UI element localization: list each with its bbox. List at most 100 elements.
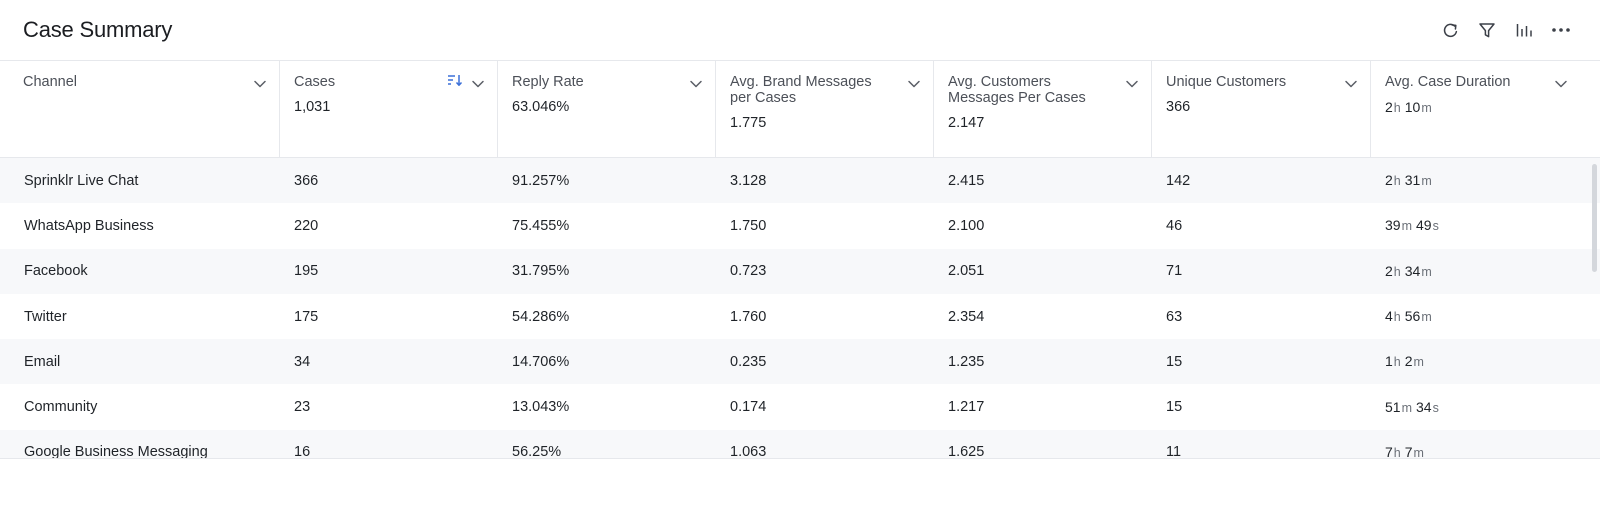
cell-avg-case-duration: 39m 49s (1371, 217, 1580, 234)
chart-bars-icon (1516, 24, 1532, 37)
table-row[interactable]: Email 34 14.706% 0.235 1.235 15 1h 2m (0, 339, 1600, 385)
case-summary-table: Channel Cases 1,031 Reply Rate 63.046% Avg. B… (0, 61, 1600, 459)
filter-icon (1479, 22, 1495, 37)
duration-value: 39 (1385, 217, 1401, 234)
refresh-button[interactable] (1439, 16, 1461, 44)
duration-value: 34 (1416, 398, 1432, 415)
cell-unique-customers: 63 (1166, 308, 1183, 325)
column-header-avg-case-duration[interactable]: Avg. Case Duration 2h 10m (1371, 61, 1580, 158)
duration-value: 49 (1416, 217, 1432, 234)
column-header-reply-rate[interactable]: Reply Rate 63.046% (498, 61, 716, 158)
duration-unit: h (1393, 101, 1401, 115)
sort-descending-icon[interactable] (447, 74, 463, 87)
cell-unique-customers: 15 (1166, 399, 1183, 416)
duration-value: 1 (1385, 353, 1393, 370)
cell-avg-customer-messages: 2.051 (948, 263, 985, 280)
cell-reply-rate: 75.455% (512, 217, 570, 234)
column-header-unique-customers[interactable]: Unique Customers 366 (1152, 61, 1371, 158)
column-label: Channel (23, 74, 78, 90)
duration-unit: m (1421, 174, 1432, 189)
cell-cases: 175 (294, 308, 319, 325)
cell-cases: 34 (294, 353, 311, 370)
cell-reply-rate: 13.043% (512, 399, 570, 416)
cell-avg-brand-messages: 0.723 (730, 263, 767, 280)
duration-value: 4 (1385, 308, 1393, 325)
cell-unique-customers: 11 (1166, 444, 1182, 458)
duration-unit: m (1421, 264, 1432, 279)
duration-unit: m (1413, 445, 1424, 458)
duration-value: 2 (1385, 99, 1393, 115)
column-label: Unique Customers (1166, 74, 1287, 90)
cell-reply-rate: 91.257% (512, 172, 570, 189)
column-header-avg-brand-messages[interactable]: Avg. Brand Messages per Cases 1.775 (716, 61, 934, 158)
cell-avg-customer-messages: 1.235 (948, 353, 985, 370)
chevron-down-icon[interactable] (907, 76, 921, 88)
cell-avg-customer-messages: 2.354 (948, 308, 985, 325)
cell-avg-customer-messages: 2.100 (948, 217, 985, 234)
duration-unit: h (1393, 445, 1401, 458)
table-row[interactable]: Twitter 175 54.286% 1.760 2.354 63 4h 56m (0, 294, 1600, 339)
cell-channel: Community (24, 399, 98, 416)
chevron-down-icon[interactable] (1125, 76, 1139, 88)
column-label: Avg. Customers Messages Per Cases (948, 74, 1086, 106)
duration-unit: s (1432, 400, 1439, 415)
duration-unit: m (1401, 219, 1412, 234)
cell-channel: WhatsApp Business (24, 217, 154, 234)
filter-button[interactable] (1476, 16, 1498, 44)
column-total: 63.046% (512, 99, 570, 115)
cell-cases: 366 (294, 172, 319, 189)
column-header-cases[interactable]: Cases 1,031 (280, 61, 498, 158)
scrollbar-thumb[interactable] (1592, 164, 1597, 272)
widget-title: Case Summary (23, 17, 173, 42)
duration-value: 2 (1404, 353, 1413, 370)
duration-unit: m (1421, 101, 1432, 115)
duration-unit: s (1432, 219, 1439, 234)
table-row[interactable]: WhatsApp Business 220 75.455% 1.750 2.100 46 3… (0, 203, 1600, 248)
chevron-down-icon[interactable] (471, 76, 485, 88)
cell-reply-rate: 56.25% (512, 444, 562, 458)
duration-value: 31 (1404, 172, 1421, 189)
more-horizontal-icon (1552, 28, 1570, 32)
cell-avg-brand-messages: 0.174 (730, 399, 767, 416)
vertical-scrollbar[interactable] (1590, 158, 1600, 458)
cell-avg-brand-messages: 0.235 (730, 353, 767, 370)
cell-avg-brand-messages: 1.750 (730, 217, 767, 234)
duration-unit: m (1421, 310, 1432, 325)
column-label: Reply Rate (512, 74, 584, 90)
cell-channel: Sprinklr Live Chat (24, 172, 139, 189)
column-total: 2.147 (948, 115, 985, 131)
duration-value: 7 (1385, 443, 1393, 458)
widget-header: Case Summary (0, 0, 1600, 61)
duration-value: 2 (1385, 262, 1393, 279)
column-header-channel[interactable]: Channel (0, 61, 280, 158)
more-options-button[interactable] (1550, 16, 1572, 44)
cell-channel: Twitter (24, 308, 67, 325)
column-label: Avg. Brand Messages per Cases (730, 74, 872, 106)
cell-avg-customer-messages: 1.217 (948, 399, 985, 416)
cell-reply-rate: 54.286% (512, 308, 570, 325)
cell-cases: 220 (294, 217, 319, 234)
table-body: Sprinklr Live Chat 366 91.257% 3.128 2.415 14… (0, 158, 1600, 458)
duration-value: 10 (1404, 99, 1421, 115)
chevron-down-icon[interactable] (1344, 76, 1358, 88)
duration-unit: h (1393, 355, 1401, 370)
cell-reply-rate: 14.706% (512, 353, 570, 370)
chevron-down-icon[interactable] (253, 76, 267, 88)
cell-avg-case-duration: 4h 56m (1371, 308, 1580, 325)
column-header-avg-customer-messages[interactable]: Avg. Customers Messages Per Cases 2.147 (934, 61, 1152, 158)
refresh-icon (1443, 23, 1457, 37)
chart-type-button[interactable] (1513, 16, 1535, 44)
chevron-down-icon[interactable] (689, 76, 703, 88)
cell-avg-case-duration: 2h 31m (1371, 172, 1580, 189)
chevron-down-icon[interactable] (1554, 76, 1568, 88)
column-label: Avg. Case Duration (1385, 74, 1511, 90)
cell-channel: Google Business Messaging (24, 444, 208, 458)
duration-value: 7 (1404, 443, 1413, 458)
table-row[interactable]: Facebook 195 31.795% 0.723 2.051 71 2h 34m (0, 248, 1600, 294)
table-row[interactable]: Community 23 13.043% 0.174 1.217 15 51m 34s (0, 384, 1600, 429)
duration-value: 51 (1385, 398, 1401, 415)
cell-avg-brand-messages: 3.128 (730, 172, 767, 189)
cell-avg-case-duration: 51m 34s (1371, 399, 1580, 416)
table-row[interactable]: Sprinklr Live Chat 366 91.257% 3.128 2.415 14… (0, 158, 1600, 204)
table-row[interactable]: Google Business Messaging 16 56.25% 1.063 1.… (0, 429, 1600, 458)
